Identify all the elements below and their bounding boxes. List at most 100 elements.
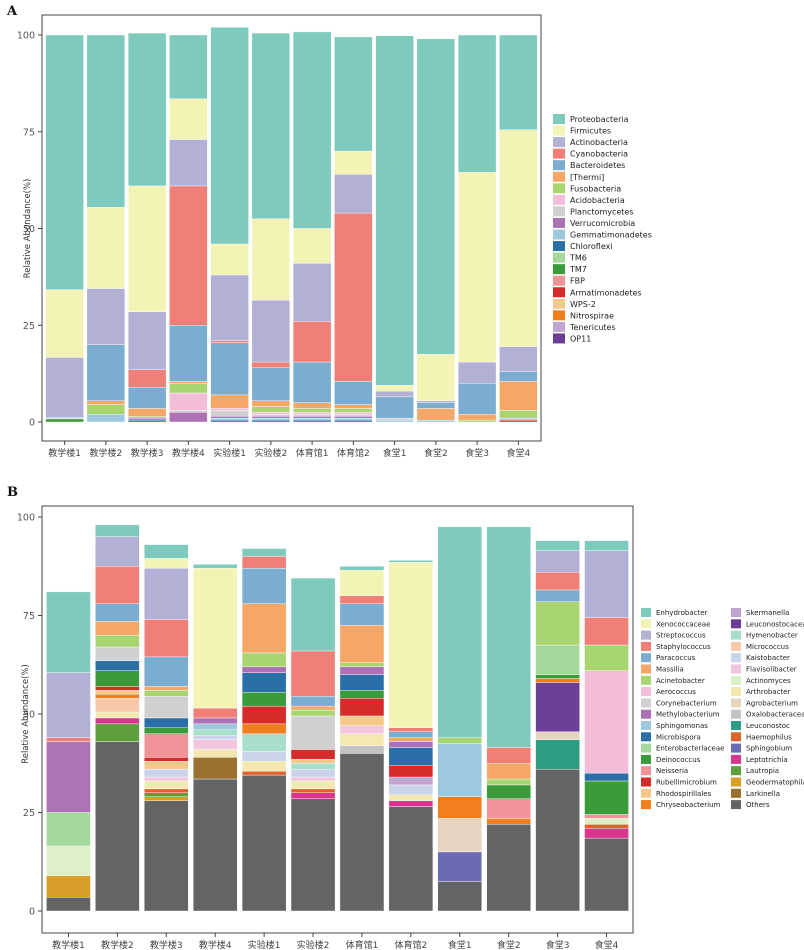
- bar-segment: 实验楼1 - Acidobacteria: 0.5: [210, 408, 249, 411]
- bar-segment: 教学楼3 - Paracoccus: 7.5: [144, 656, 189, 687]
- legend-label: Sphingobium: [746, 745, 792, 753]
- bar-segment: 教学楼3 - Haemophilus: 1: [144, 788, 189, 793]
- bar-segment: 教学楼3 - Actinobacteria: 15: [127, 311, 167, 370]
- x-tick-label: 体育馆1: [346, 939, 379, 950]
- bar-segment: 教学楼2 - Enhydrobacter: 3: [95, 524, 140, 537]
- legend-swatch: [641, 766, 651, 776]
- bar-segment: 教学楼2 - Microbispora: 2.5: [95, 660, 140, 671]
- legend-label: Proteobacteria: [570, 115, 629, 124]
- bar-segment: 食堂2 - Bacteroidetes: 1.5: [416, 402, 456, 409]
- bar-segment: 食堂4 - Streptococcus: 17: [584, 550, 629, 618]
- legend-label: Leuconostoc: [746, 722, 790, 730]
- legend-item: Planctomycetes: [553, 206, 634, 217]
- legend-item: Acinetobacter: [641, 675, 705, 685]
- bar-segment: 食堂4 - Proteobacteria: 24.5: [499, 34, 538, 131]
- bar-segment: 教学楼2 - Streptococcus: 7.5: [95, 536, 140, 567]
- bar-segment: 实验楼1 - Others: 34.5: [241, 774, 287, 912]
- bar-segment: 教学楼2 - Proteobacteria: 44.5: [86, 34, 126, 208]
- bar-segment: 教学楼4 - Firmicutes: 10.5: [169, 98, 208, 140]
- legend-item: Massilia: [641, 664, 684, 674]
- legend-label: Massilia: [656, 666, 684, 674]
- bar-segment: 教学楼4 - Kaistobacter: 1: [192, 735, 238, 740]
- legend-item: Fusobacteria: [553, 183, 621, 194]
- bar-segment: 教学楼4 - Flavisolibacter: 2.5: [192, 739, 238, 750]
- bar-segment: 教学楼4 - Xenococcaceae: 35.5: [192, 568, 238, 709]
- bar-segment: 教学楼4 - Staphylococcus: 2.5: [192, 707, 238, 719]
- legend-swatch: [731, 630, 741, 640]
- bar-stack: 教学楼2 - Others: 43教学楼2 - Lautropia: 4.5教学…: [95, 524, 140, 912]
- bar-segment: 食堂2 - Firmicutes: 12: [416, 354, 456, 401]
- bar-stack: 食堂1 - Others: 7.5食堂1 - Sphingobium: 7.5食…: [437, 526, 483, 912]
- legend-item: Geodermatophilaceae: [731, 777, 804, 787]
- legend-swatch: [731, 766, 741, 776]
- y-tick-label: 0: [29, 907, 35, 918]
- bar-segment: 体育馆2 - Others: 26.5: [388, 806, 434, 912]
- legend-item: Deinococcus: [641, 754, 701, 764]
- bar-segment: 教学楼3 - Bacteroidetes: 5.5: [127, 386, 167, 409]
- bar-segment: 实验楼2 - Kaistobacter: 2: [290, 768, 336, 778]
- legend-label: Fusobacteria: [570, 184, 621, 193]
- legend-swatch: [641, 800, 651, 810]
- bar-segment: 食堂1 - Proteobacteria: 90.3: [375, 35, 414, 386]
- legend-swatch: [553, 171, 565, 182]
- x-tick-label: 食堂1: [448, 939, 472, 950]
- legend-label: Kaistobacter: [746, 654, 790, 662]
- legend-swatch: [553, 217, 565, 228]
- x-tick-label: 教学楼2: [90, 447, 123, 459]
- bar-segment: 教学楼3 - Staphylococcus: 9.5: [144, 619, 189, 658]
- bar-segment: 食堂1 - Chryseobacterium: 5.5: [437, 796, 483, 819]
- bar-segment: 食堂3 - Agrobacterium: 2: [535, 731, 580, 740]
- legend-item: Cyanobacteria: [553, 148, 628, 159]
- bar-segment: 食堂1 - Others: 7.5: [437, 881, 483, 912]
- bar-segment: 食堂3 - Others: 36: [535, 768, 580, 912]
- x-tick-label: 体育馆2: [337, 447, 370, 459]
- x-tick-label: 实验楼2: [255, 447, 288, 459]
- legend-swatch: [641, 619, 651, 629]
- bar-segment: 教学楼2 - Rubellimicrobium: 1: [95, 686, 140, 691]
- legend-item: Verrucomicrobia: [553, 217, 635, 228]
- bar-segment: 实验楼1 - Bacteroidetes: 13.5: [210, 342, 249, 396]
- bar-segment: 体育馆1 - Others: 40: [339, 753, 385, 912]
- bar-segment: 体育馆2 - Proteobacteria: 29.5: [334, 36, 373, 152]
- bar-segment: 实验楼1 - Rubellimicrobium: 4.5: [241, 705, 287, 725]
- bar-segment: 食堂3 - Firmicutes: 49: [457, 172, 497, 363]
- legend-item: Oxalobacteraceae: [731, 709, 804, 719]
- x-tick-label: 教学楼2: [101, 939, 134, 950]
- bar-stack: 食堂3 - Others: 36食堂3 - Leuconostoc: 7.5食堂…: [535, 540, 580, 912]
- bar-segment: 教学楼3 - Neisseria: 6: [144, 733, 189, 758]
- legend-swatch: [731, 698, 741, 708]
- bar-segment: 实验楼2 - Haemophilus: 1: [290, 788, 336, 793]
- panel-label-a: A: [7, 4, 18, 19]
- bar-segment: 教学楼3 - Rubellimicrobium: 1: [144, 757, 189, 762]
- bar-segment: 实验楼2 - Massilia: 1: [290, 705, 336, 711]
- bar-segment: 体育馆2 - [Thermi]: 1: [334, 404, 373, 409]
- legend-item: OP11: [553, 333, 591, 344]
- legend-label: Enhydrobacter: [656, 609, 708, 617]
- bar-segment: 食堂2 - Chryseobacterium: 1.5: [486, 818, 531, 825]
- bar-segment: 实验楼2 - Rubellimicrobium: 2.5: [290, 749, 336, 760]
- bar-segment: 实验楼1 - Kaistobacter: 2.5: [241, 751, 287, 762]
- legend-swatch: [731, 777, 741, 787]
- legend-item: Microbispora: [641, 732, 701, 742]
- bar-segment: 实验楼1 - Planctomycetes: 1.5: [210, 410, 249, 417]
- bar-segment: 教学楼3 - Corynebacterium: 5.5: [144, 696, 189, 719]
- bar-segment: 教学楼3 - Verrucomicrobia: 0.5: [127, 417, 167, 421]
- legend-swatch: [553, 287, 565, 298]
- bar-segment: 食堂1 - Gemmatimonadetes: 0.5: [375, 419, 414, 423]
- bar-stack: 体育馆2 - Others: 26.5体育馆2 - Leptotrichia: …: [388, 560, 434, 912]
- bar-stack: 体育馆2 - Chloroflexi: 0.5体育馆2 - Gemmatimon…: [334, 36, 373, 423]
- bar-segment: 食堂3 - Acinetobacter: 11: [535, 601, 580, 646]
- y-tick-label: 0: [29, 418, 35, 429]
- bar-segment: 食堂1 - Agrobacterium: 8.5: [437, 818, 483, 853]
- legend-label: Rhodospirillales: [656, 790, 712, 798]
- legend-swatch: [553, 298, 565, 309]
- legend-label: Agrobacterium: [746, 699, 798, 707]
- bar-stack: 教学楼4 - Others: 33.5教学楼4 - Larkinella: 5.…: [192, 564, 238, 912]
- legend-item: Neisseria: [641, 766, 688, 776]
- bar-segment: 食堂3 - Enhydrobacter: 2.5: [535, 540, 580, 551]
- legend-swatch: [641, 698, 651, 708]
- bar-segment: 教学楼2 - Actinobacteria: 14.5: [86, 288, 126, 345]
- panel-label-b: B: [7, 485, 18, 500]
- bar-segment: 体育馆2 - Bacteroidetes: 6: [334, 381, 373, 405]
- legend-item: TM6: [553, 252, 587, 263]
